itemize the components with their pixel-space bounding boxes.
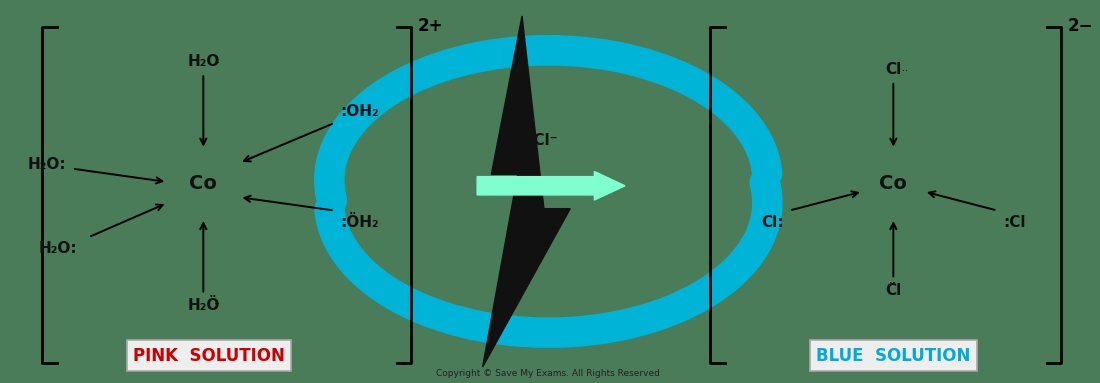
Text: 2−: 2− xyxy=(1067,17,1093,35)
Text: ··: ·· xyxy=(214,58,220,68)
Text: PINK  SOLUTION: PINK SOLUTION xyxy=(133,347,285,365)
Text: H₂O: H₂O xyxy=(187,54,220,69)
Text: :OH₂: :OH₂ xyxy=(340,104,378,119)
Text: :Cl: :Cl xyxy=(1003,214,1025,229)
Text: BLUE  SOLUTION: BLUE SOLUTION xyxy=(816,347,970,365)
Text: Cl: Cl xyxy=(886,62,902,77)
Text: Co: Co xyxy=(189,174,218,193)
FancyArrow shape xyxy=(477,172,625,200)
Text: H₂O:: H₂O: xyxy=(39,241,77,256)
Text: H₂Ö: H₂Ö xyxy=(187,298,220,313)
Text: Cl:: Cl: xyxy=(761,214,784,229)
Text: H₂O:: H₂O: xyxy=(28,157,66,172)
Polygon shape xyxy=(483,16,570,367)
Text: +4Cl⁻: +4Cl⁻ xyxy=(510,133,558,147)
Text: Co: Co xyxy=(879,174,908,193)
Text: C̈l: C̈l xyxy=(886,283,902,298)
Text: :ÖH₂: :ÖH₂ xyxy=(340,214,378,229)
Text: ··: ·· xyxy=(214,300,220,309)
Text: ··: ·· xyxy=(902,66,909,76)
Text: 2+: 2+ xyxy=(418,17,443,35)
Text: Copyright © Save My Exams. All Rights Reserved: Copyright © Save My Exams. All Rights Re… xyxy=(437,370,660,378)
